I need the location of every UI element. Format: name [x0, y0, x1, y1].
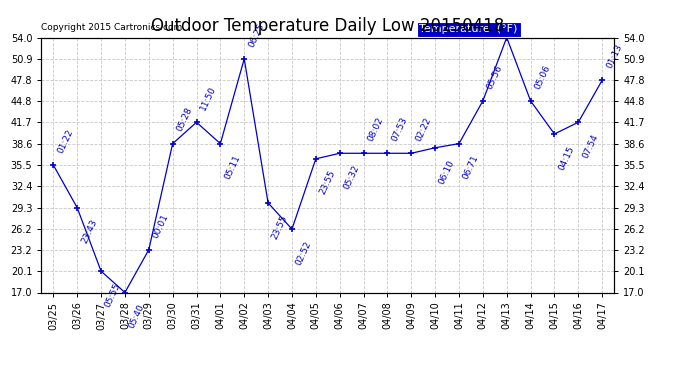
Text: 23:43: 23:43 [79, 218, 99, 245]
Text: 06:25: 06:25 [246, 21, 266, 48]
Text: 05:40: 05:40 [128, 303, 146, 330]
Text: 08:02: 08:02 [366, 116, 385, 143]
Text: 01:13: 01:13 [604, 43, 624, 70]
Text: 04:15: 04:15 [557, 144, 576, 171]
Text: 23:55: 23:55 [270, 213, 290, 240]
Text: 06:10: 06:10 [437, 158, 457, 185]
Text: 11:50: 11:50 [199, 85, 218, 112]
Text: Copyright 2015 Cartronics.com: Copyright 2015 Cartronics.com [41, 23, 183, 32]
Text: 07:54: 07:54 [581, 133, 600, 160]
Text: 07:53: 07:53 [390, 116, 409, 143]
Text: 23:55: 23:55 [318, 169, 337, 196]
Text: 05:11: 05:11 [223, 154, 242, 181]
Text: 05:06: 05:06 [533, 63, 552, 91]
Text: 02:22: 02:22 [414, 116, 433, 143]
Text: 06:71: 06:71 [462, 154, 480, 181]
Text: 05:28: 05:28 [175, 106, 194, 133]
Text: 2↑: 2↑ [493, 26, 511, 38]
Text: 05:32: 05:32 [342, 164, 361, 191]
Title: Outdoor Temperature Daily Low 20150418: Outdoor Temperature Daily Low 20150418 [151, 16, 504, 34]
Text: 01:22: 01:22 [56, 128, 75, 154]
Text: 02:52: 02:52 [295, 239, 313, 267]
Text: 00:01: 00:01 [151, 212, 170, 239]
Text: 05:55: 05:55 [104, 282, 123, 309]
Text: Temperature  (°F): Temperature (°F) [420, 24, 518, 34]
Text: 05:56: 05:56 [485, 63, 504, 91]
